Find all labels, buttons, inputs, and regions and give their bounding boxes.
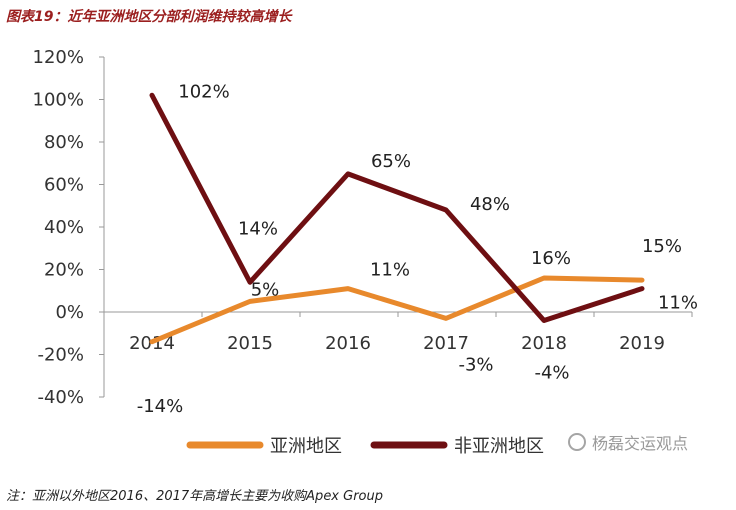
- wechat-icon: [568, 433, 586, 451]
- legend-label: 亚洲地区: [270, 436, 342, 457]
- chart-axes: 120%100%80%60%40%20%0%-20%-40%2014 2015 20…: [33, 47, 693, 408]
- data-label: -14%: [137, 396, 184, 417]
- data-label: 15%: [642, 236, 682, 257]
- figure-title: 图表19：近年亚洲地区分部利润维持较高增长: [6, 9, 292, 25]
- chart-series: [149, 92, 645, 345]
- chart-data-labels: -14% 5% 11% -3% 16% 15% 102% 14% 65% 48% -4% 11%: [137, 81, 698, 417]
- x-tick-label: 2018: [521, 333, 567, 354]
- data-label: 11%: [370, 260, 410, 281]
- line-chart: 120%100%80%60%40%20%0%-20%-40%2014 2015 20…: [33, 47, 698, 457]
- data-label: 11%: [658, 293, 698, 314]
- y-tick-label: 100%: [33, 90, 84, 111]
- data-label: 5%: [251, 279, 280, 300]
- x-tick-label: 2019: [619, 333, 665, 354]
- series-line-asia: [149, 275, 645, 345]
- data-label: 65%: [371, 151, 411, 172]
- legend-label: 非亚洲地区: [454, 436, 544, 457]
- watermark: 杨磊交运观点: [568, 430, 688, 454]
- y-tick-label: 60%: [44, 175, 84, 196]
- y-tick-label: -40%: [37, 387, 84, 408]
- y-tick-label: 20%: [44, 260, 84, 281]
- x-tick-label: 2017: [423, 333, 469, 354]
- y-tick-label: 0%: [55, 302, 84, 323]
- y-tick-label: 120%: [33, 47, 84, 68]
- y-tick-label: -20%: [37, 345, 84, 366]
- data-label: 102%: [178, 81, 229, 102]
- x-tick-label: 2016: [325, 333, 371, 354]
- data-label: 16%: [531, 248, 571, 269]
- footnote: 注：亚洲以外地区2016、2017年高增长主要为收购Apex Group: [6, 489, 384, 504]
- series-line-non-asia: [149, 92, 645, 323]
- data-label: 48%: [470, 194, 510, 215]
- chart-legend: 亚洲地区 非亚洲地区: [186, 436, 544, 457]
- data-label: 14%: [238, 218, 278, 239]
- data-label: -3%: [458, 354, 493, 375]
- x-tick-label: 2015: [227, 333, 273, 354]
- data-label: -4%: [534, 363, 569, 384]
- y-tick-label: 80%: [44, 132, 84, 153]
- y-tick-label: 40%: [44, 217, 84, 238]
- watermark-text: 杨磊交运观点: [592, 434, 689, 453]
